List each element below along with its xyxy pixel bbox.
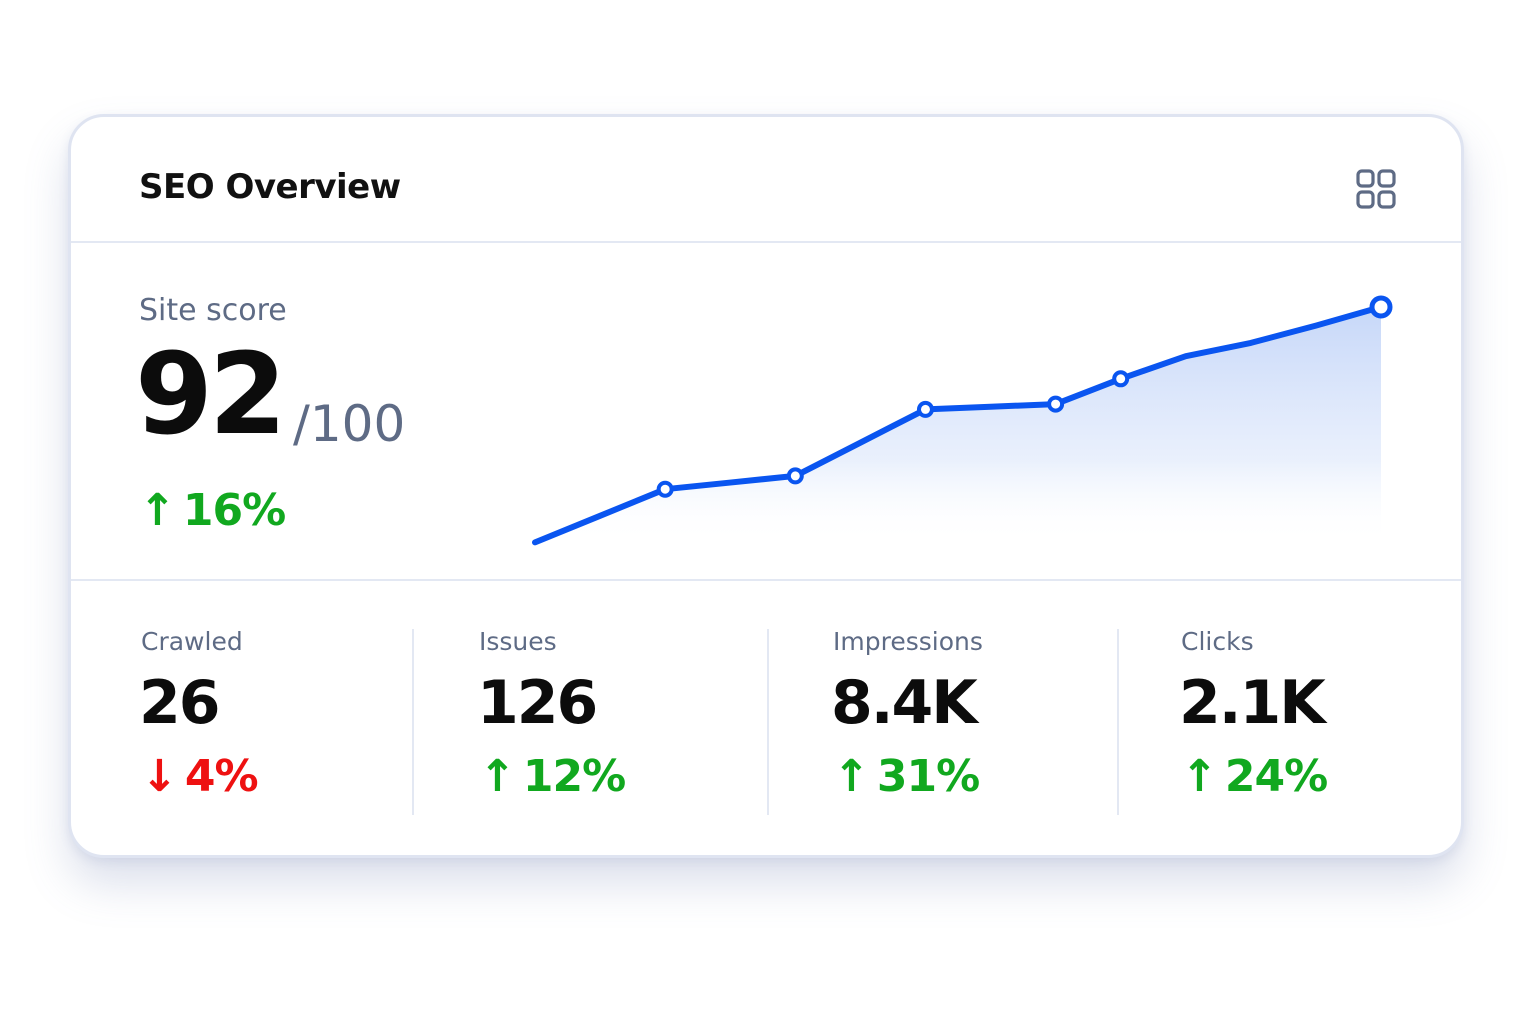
stat-change: ↑ 31% <box>833 751 980 802</box>
stat-value: 2.1K <box>1179 668 1326 738</box>
card-title: SEO Overview <box>139 167 401 207</box>
arrow-up-icon: ↑ <box>139 485 176 536</box>
chart-point <box>1369 295 1393 319</box>
stat-change: ↓ 4% <box>141 751 259 802</box>
site-score-value: 92 <box>135 330 287 460</box>
stat-value: 126 <box>477 668 598 738</box>
stat-label: Issues <box>479 627 557 656</box>
stat-label: Crawled <box>141 627 243 656</box>
stat-change-value: 31% <box>876 751 980 802</box>
chart-line-layer <box>532 303 1384 546</box>
stat-change: ↑ 24% <box>1181 751 1328 802</box>
site-score-label: Site score <box>139 293 287 328</box>
stat-divider <box>767 629 769 815</box>
site-score-chart <box>532 295 1393 546</box>
site-score-change-value: 16% <box>182 485 286 536</box>
stats-row: Crawled 26 ↓ 4% Issues 126 ↑ 12% Impressio… <box>71 581 1461 855</box>
stat-change-value: 4% <box>184 751 259 802</box>
chart-area-layer <box>535 306 1381 543</box>
chart-point <box>1047 395 1065 413</box>
chart-point <box>656 480 674 498</box>
chart-point <box>1112 370 1130 388</box>
chart-point <box>916 400 934 418</box>
grid-icon-graphic <box>1356 169 1396 209</box>
stat-divider <box>1117 629 1119 815</box>
chart-point <box>786 467 804 485</box>
stat-value: 8.4K <box>831 668 978 738</box>
chart-area-fill <box>535 306 1381 543</box>
chart-points-layer <box>656 295 1393 498</box>
seo-overview-card: SEO Overview Site score 92 <box>68 114 1464 858</box>
stat-value: 26 <box>139 668 220 738</box>
stat-change-value: 12% <box>522 751 626 802</box>
arrow-up-icon: ↑ <box>1181 751 1218 802</box>
chart-series-line <box>532 303 1384 546</box>
site-score-section: Site score 92 /100 ↑ 16% <box>71 243 1461 581</box>
grid-icon[interactable] <box>1355 168 1397 210</box>
stat-change: ↑ 12% <box>479 751 626 802</box>
site-score-max: /100 <box>293 395 406 453</box>
stat-label: Impressions <box>833 627 983 656</box>
stat-label: Clicks <box>1181 627 1254 656</box>
stat-change-value: 24% <box>1224 751 1328 802</box>
arrow-down-icon: ↓ <box>141 751 178 802</box>
arrow-up-icon: ↑ <box>479 751 516 802</box>
card-header: SEO Overview <box>71 117 1461 243</box>
site-score-change: ↑ 16% <box>139 485 286 536</box>
arrow-up-icon: ↑ <box>833 751 870 802</box>
stat-divider <box>412 629 414 815</box>
